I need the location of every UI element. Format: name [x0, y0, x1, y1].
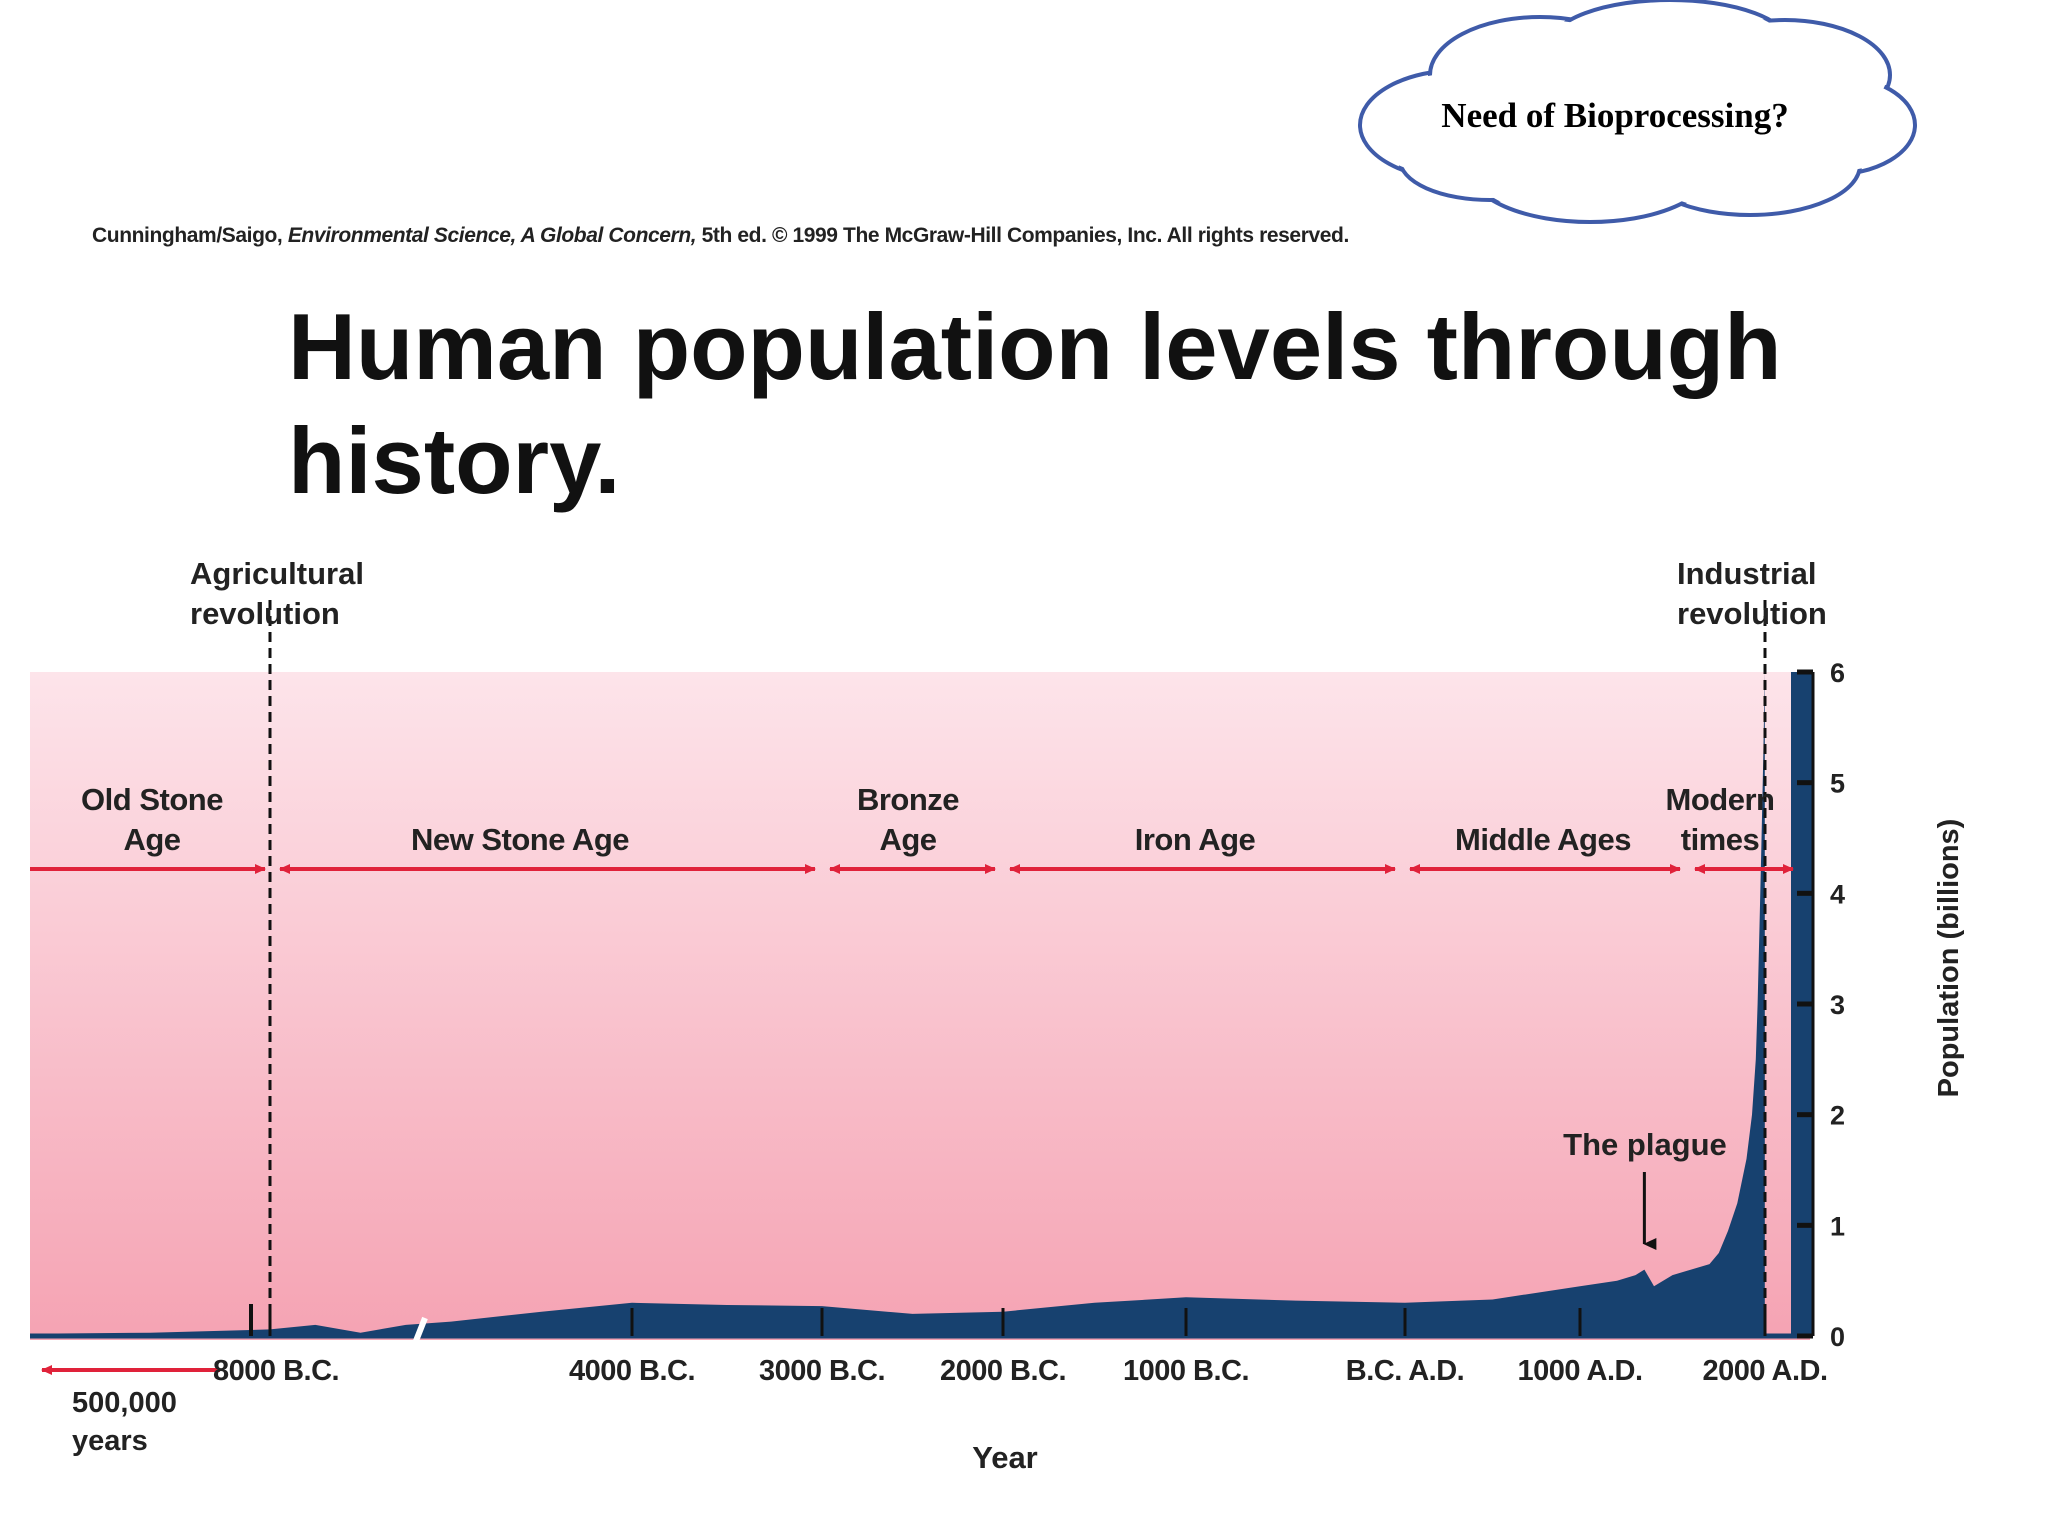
era-label: New Stone Age: [411, 822, 629, 857]
population-chart: 0 1 2 3 4 5 6 8000 B.C. 4000 B.C. 3000 B.C. 2000 B…: [30, 556, 1965, 1475]
agricultural-revolution-label: revolution: [190, 596, 340, 631]
y-tick-label: 3: [1830, 990, 1845, 1020]
x-break-label-line1: 500,000: [72, 1387, 177, 1419]
era-label: Modern: [1666, 782, 1775, 817]
credit-authors: Cunningham/Saigo,: [92, 224, 283, 247]
plague-label: The plague: [1563, 1127, 1727, 1162]
era-label: Age: [879, 822, 936, 857]
x-axis-title: Year: [972, 1440, 1038, 1475]
chart-title: Human population levels through history.: [288, 294, 1782, 513]
x-tick-label: B.C. A.D.: [1346, 1355, 1464, 1387]
y-tick-label: 6: [1830, 658, 1845, 688]
x-tick-label: 3000 B.C.: [759, 1355, 885, 1387]
x-tick-label: 1000 B.C.: [1123, 1355, 1249, 1387]
x-tick-label: 4000 B.C.: [569, 1355, 695, 1387]
y-tick-label: 0: [1830, 1322, 1845, 1352]
x-tick-label: 2000 A.D.: [1703, 1355, 1828, 1387]
x-tick-label: 8000 B.C.: [213, 1355, 339, 1387]
era-label: Age: [123, 822, 180, 857]
y-tick-label: 1: [1830, 1211, 1845, 1241]
callout-cloud: [1358, 0, 1917, 224]
credit-line: Cunningham/Saigo, Environmental Science,…: [92, 224, 1872, 248]
background-band: [30, 672, 1810, 1340]
x-tick-label: 2000 B.C.: [940, 1355, 1066, 1387]
axis-break-mark: [407, 1316, 428, 1358]
credit-book: Environmental Science, A Global Concern,: [287, 224, 697, 247]
era-label: times: [1681, 822, 1759, 857]
y-tick-label: 5: [1830, 769, 1845, 799]
x-tick-label: 1000 A.D.: [1518, 1355, 1643, 1387]
era-label: Old Stone: [81, 782, 223, 817]
industrial-revolution-label: Industrial: [1677, 556, 1817, 591]
era-label: Iron Age: [1135, 822, 1256, 857]
era-label: Middle Ages: [1455, 822, 1631, 857]
credit-rest: 5th ed. © 1999 The McGraw-Hill Companies…: [701, 224, 1350, 247]
agricultural-revolution-label: Agricultural: [190, 556, 364, 591]
callout-text: Need of Bioprocessing?: [1441, 96, 1789, 135]
x-break-label-line2: years: [72, 1425, 148, 1457]
y-tick-label: 2: [1830, 1101, 1845, 1131]
era-label: Bronze: [857, 782, 959, 817]
y-tick-label: 4: [1830, 879, 1845, 909]
industrial-revolution-label: revolution: [1677, 596, 1827, 631]
y-axis-title: Population (billions): [1933, 819, 1965, 1098]
